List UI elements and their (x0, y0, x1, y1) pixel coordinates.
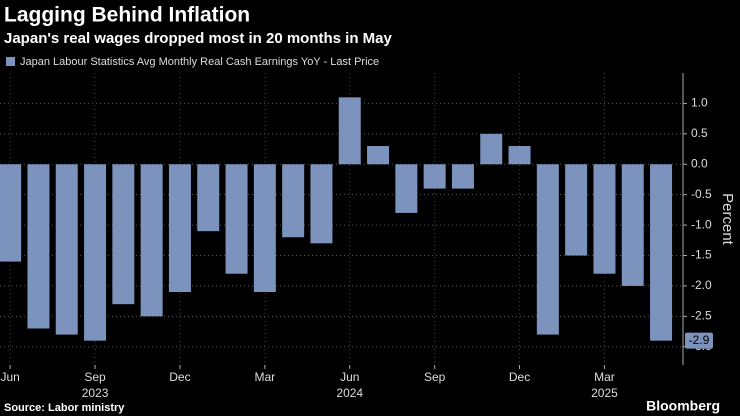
y-tick-label: -0.5 (691, 187, 712, 201)
legend-label: Japan Labour Statistics Avg Monthly Real… (20, 56, 379, 68)
bar (451, 164, 474, 189)
y-tick-label: 0.5 (691, 126, 708, 140)
bar (282, 164, 305, 238)
bar (480, 133, 503, 165)
y-tick-label: 1.0 (691, 96, 708, 110)
bar (168, 164, 191, 292)
y-tick-label: -2.0 (691, 278, 712, 292)
y-tick-label: -2.5 (691, 309, 712, 323)
bar (84, 164, 107, 341)
bar (253, 164, 276, 292)
x-tick-label: Jun (340, 370, 359, 384)
bar (536, 164, 559, 335)
bar (423, 164, 446, 189)
x-tick-label: Sep (424, 370, 446, 384)
bar (310, 164, 333, 244)
x-tick-label: Sep (84, 370, 106, 384)
y-tick-label: 0.0 (691, 156, 708, 170)
brand: Bloomberg (646, 398, 720, 414)
chart-title: Lagging Behind Inflation (4, 4, 250, 27)
chart-subtitle: Japan's real wages dropped most in 20 mo… (4, 30, 392, 47)
bar (395, 164, 418, 213)
x-year-label: 2023 (82, 386, 109, 400)
x-tick-label: Dec (169, 370, 190, 384)
source: Source: Labor ministry (4, 402, 125, 414)
x-year-label: 2024 (336, 386, 363, 400)
last-price-box (685, 332, 713, 349)
legend-swatch (6, 57, 15, 66)
last-price-label: -2.9 (689, 333, 710, 347)
x-year-label: 2025 (591, 386, 618, 400)
bar (367, 146, 390, 165)
bar (650, 164, 673, 341)
bar (508, 146, 531, 165)
bar (0, 164, 22, 262)
x-tick-label: Mar (594, 370, 615, 384)
x-tick-label: Mar (255, 370, 276, 384)
bar (621, 164, 644, 286)
x-tick-label: Dec (509, 370, 530, 384)
y-tick-label: -1.0 (691, 217, 712, 231)
bar (140, 164, 163, 317)
y-axis-label: Percent (719, 193, 736, 246)
bar (565, 164, 588, 256)
bar (112, 164, 135, 305)
bar (27, 164, 50, 329)
bar (225, 164, 248, 274)
bar (55, 164, 78, 335)
y-tick-label: -1.5 (691, 248, 712, 262)
bar (338, 97, 361, 165)
x-tick-label: Jun (0, 370, 19, 384)
bar (593, 164, 616, 274)
bar (197, 164, 220, 232)
